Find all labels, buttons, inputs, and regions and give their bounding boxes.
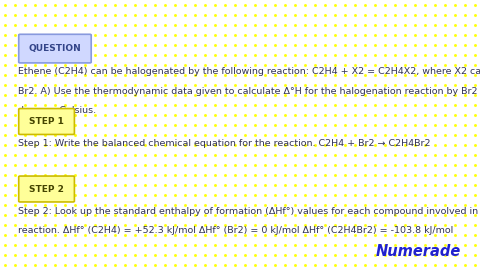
FancyBboxPatch shape — [19, 109, 74, 134]
Text: QUESTION: QUESTION — [29, 44, 81, 53]
FancyBboxPatch shape — [19, 34, 91, 63]
Text: Step 2: Look up the standard enthalpy of formation (ΔHf°) values for each compou: Step 2: Look up the standard enthalpy of… — [18, 207, 480, 215]
Text: Ethene (C2H4) can be halogenated by the following reaction: C2H4 + X2 = C2H4X2, : Ethene (C2H4) can be halogenated by the … — [18, 68, 480, 76]
Text: Step 1: Write the balanced chemical equation for the reaction. C2H4 + Br2 → C2H4: Step 1: Write the balanced chemical equa… — [18, 139, 431, 148]
Text: Numerade: Numerade — [375, 244, 461, 259]
Text: STEP 1: STEP 1 — [29, 117, 64, 126]
Text: degrees Celsius.: degrees Celsius. — [18, 106, 96, 115]
Text: STEP 2: STEP 2 — [29, 184, 64, 194]
Text: reaction. ΔHf° (C2H4) = +52.3 kJ/mol ΔHf° (Br2) = 0 kJ/mol ΔHf° (C2H4Br2) = -103: reaction. ΔHf° (C2H4) = +52.3 kJ/mol ΔHf… — [18, 226, 453, 235]
FancyBboxPatch shape — [19, 176, 74, 202]
Text: Br2. A) Use the thermodynamic data given to calculate Δ°H for the halogenation r: Br2. A) Use the thermodynamic data given… — [18, 87, 480, 96]
